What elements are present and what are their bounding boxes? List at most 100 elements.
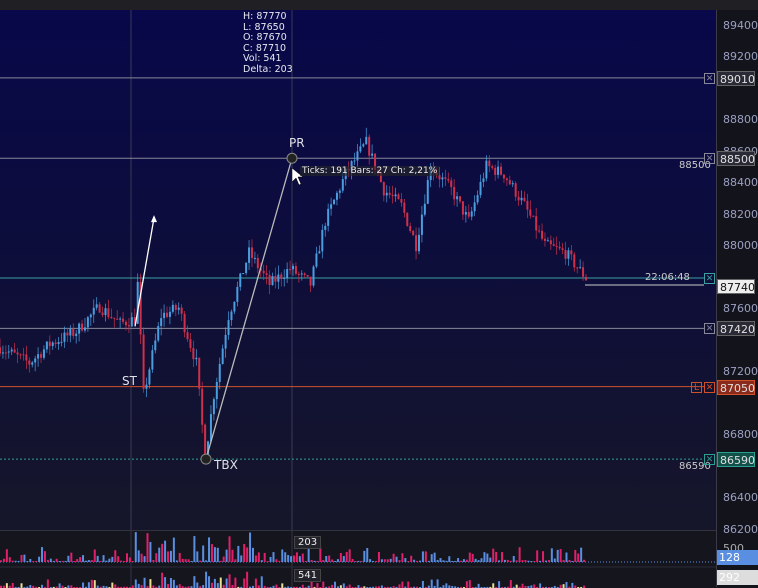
candle-body — [16, 352, 19, 355]
delta-bar — [73, 561, 76, 562]
delta-bar — [395, 556, 398, 562]
level-price-tag[interactable]: 86590 — [717, 452, 755, 468]
delta-bar — [108, 558, 111, 562]
delta-bar — [17, 560, 20, 562]
delta-bar — [436, 559, 439, 562]
candle-body — [520, 197, 523, 201]
candle-body — [456, 196, 459, 200]
delta-bar — [240, 555, 243, 562]
delta-bar — [366, 548, 369, 562]
delta-bar — [79, 557, 82, 562]
price-axis[interactable]: 8940089200888008860088400882008800087600… — [716, 10, 758, 587]
delta-bar — [445, 560, 448, 562]
delta-bar — [530, 560, 533, 562]
delta-bar — [550, 548, 553, 562]
candle-body — [148, 369, 151, 385]
candle-body — [447, 178, 450, 181]
candle-body — [277, 274, 280, 282]
delta-bar — [111, 556, 114, 562]
remove-level-icon[interactable]: ✕ — [704, 323, 715, 335]
candle-body — [283, 277, 286, 279]
delta-bar — [41, 547, 44, 562]
delta-bar — [117, 556, 120, 562]
delta-bar — [477, 560, 480, 562]
level-price-tag[interactable]: 89010 — [717, 70, 755, 86]
delta-bar — [5, 549, 8, 562]
candle-body — [113, 317, 116, 319]
volume-bar — [196, 582, 199, 588]
level-price-tag[interactable]: 87420 — [717, 321, 755, 337]
candle-body — [186, 332, 189, 340]
candle-body — [110, 317, 113, 319]
candle-body — [341, 179, 344, 191]
delta-bar — [583, 559, 586, 562]
candle-body — [497, 166, 500, 175]
candle-body — [555, 245, 558, 247]
delta-bar — [254, 555, 257, 562]
candle-body — [309, 276, 312, 286]
volume-bar — [169, 577, 172, 588]
delta-bar — [184, 559, 187, 562]
candle-body — [107, 308, 110, 318]
volume-bar — [521, 583, 524, 588]
st-label: ST — [122, 374, 137, 388]
volume-bar — [58, 583, 61, 588]
level-price-tag[interactable]: 88500 — [717, 151, 755, 167]
candle-body — [95, 304, 98, 308]
candle-body — [215, 381, 218, 400]
level-price-tag[interactable]: 87050 — [717, 379, 755, 395]
candle-body — [467, 212, 470, 217]
delta-bar — [11, 560, 14, 562]
remove-level-icon[interactable]: ✕ — [704, 72, 715, 84]
price-chart[interactable]: H: 87770 L: 87650 O: 87670 C: 87710 Vol:… — [0, 10, 716, 530]
candle-body — [268, 274, 271, 286]
candle-body — [256, 257, 259, 269]
candle-body — [89, 314, 92, 318]
delta-bar — [322, 559, 325, 562]
delta-bar — [178, 552, 181, 562]
delta-bar — [556, 549, 559, 562]
delta-bar — [246, 547, 249, 562]
delta-bar — [243, 543, 246, 562]
candle-body — [116, 318, 119, 320]
delta-bar — [67, 555, 70, 562]
candle-body — [42, 349, 45, 358]
delta-bar — [149, 542, 152, 562]
delta-bar — [228, 536, 231, 562]
limit-order-badge[interactable]: L — [691, 381, 702, 393]
delta-bar — [131, 560, 134, 562]
candle-body — [72, 328, 75, 337]
delta-bar — [249, 532, 252, 562]
remove-level-icon[interactable]: ✕ — [704, 153, 715, 165]
delta-bar — [369, 559, 372, 562]
delta-bar — [334, 560, 337, 562]
delta-bar — [272, 552, 275, 562]
candle-body — [526, 200, 529, 210]
remove-level-icon[interactable]: ✕ — [704, 381, 715, 393]
candle-body — [453, 187, 456, 200]
candle-body — [230, 311, 233, 321]
candle-body — [227, 320, 230, 335]
delta-bar — [433, 552, 436, 562]
candle-body — [359, 146, 362, 152]
candle-body — [576, 267, 579, 269]
delta-bar — [325, 555, 328, 562]
candle-body — [479, 181, 482, 196]
volume-bar — [398, 584, 401, 588]
candle-body — [189, 339, 192, 348]
delta-bar — [35, 560, 38, 562]
delta-bar — [568, 559, 571, 562]
delta-bar — [427, 560, 430, 562]
delta-bar — [424, 551, 427, 562]
volume-bar — [29, 584, 32, 588]
remove-level-icon[interactable]: ✕ — [704, 272, 715, 284]
delta-bar — [137, 550, 140, 562]
delta-bar — [23, 554, 26, 562]
level-price-tag[interactable]: 87740 — [717, 278, 755, 294]
delta-bar — [310, 559, 313, 562]
delta-bar — [331, 559, 334, 562]
candle-body — [262, 270, 265, 274]
remove-level-icon[interactable]: ✕ — [704, 454, 715, 466]
price-tick: 87600 — [723, 302, 758, 315]
delta-bar — [114, 550, 117, 562]
